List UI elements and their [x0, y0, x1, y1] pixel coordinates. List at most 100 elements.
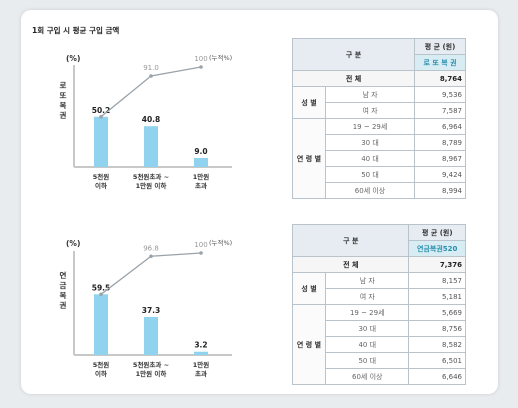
bar: [94, 294, 108, 355]
side-label-char: 또: [60, 91, 67, 100]
cumulative-point: [199, 251, 203, 255]
row-label-cell: 19 ~ 29세: [324, 304, 410, 321]
row-label-cell: 60세 이상: [324, 368, 410, 385]
cumulative-point: [199, 65, 203, 69]
y-axis-label: (%): [66, 239, 80, 248]
category-label: 1만원: [193, 360, 210, 369]
row-label-cell: 19 ~ 29세: [324, 118, 416, 135]
table-row: 연 령 별 19 ~ 29세 6,964: [292, 118, 466, 199]
row-label-cell: 30 대: [324, 320, 410, 337]
cumulative-value-label: 100: [194, 241, 207, 249]
category-label: 1만원 이하: [136, 181, 167, 190]
bar: [194, 158, 208, 167]
total-label-cell: 전 체: [291, 70, 416, 87]
cumulative-value-label: 96.8: [143, 244, 159, 252]
bar-value-label: 9.0: [194, 147, 207, 156]
row-value-cell: 8,994: [414, 182, 466, 199]
side-label-char: 연: [60, 270, 67, 280]
row-value-cell: 8,157: [408, 272, 466, 289]
product-name-cell: 로 또 복 권: [414, 54, 466, 71]
side-label-char: 권: [60, 300, 67, 310]
row-value-cell: 6,501: [408, 352, 466, 369]
side-label-char: 복: [60, 290, 67, 300]
table-row: 60세 이상 6,646: [293, 368, 466, 385]
row-value-cell: 6,964: [414, 118, 466, 135]
bar-value-label: 40.8: [142, 115, 161, 124]
age-group-cell: 연 령 별: [292, 304, 326, 385]
category-label: 이하: [95, 181, 107, 190]
row-value-cell: 8,789: [414, 134, 466, 151]
table-row: 50 대 6,501: [293, 352, 466, 369]
cumulative-point: [149, 74, 153, 78]
cumulative-line: [100, 252, 202, 295]
side-label-char: 금: [60, 281, 67, 290]
category-label: 5천원초과 ~: [133, 360, 169, 369]
row-label-cell: 남 자: [324, 86, 416, 103]
table-row: 60세 이상 8,994: [293, 182, 466, 199]
row-value-cell: 8,967: [414, 150, 466, 167]
cumulative-point: [99, 292, 103, 297]
row-label-cell: 40 대: [324, 150, 416, 167]
row-value-cell: 9,424: [414, 166, 466, 183]
row-value-cell: 8,756: [408, 320, 466, 337]
cumulative-value-label: 100: [194, 55, 207, 63]
cumulative-value-label: 91.0: [143, 64, 159, 72]
table-row: 연 령 별 19 ~ 29세 5,669: [292, 304, 466, 385]
side-label-char: 권: [60, 110, 67, 120]
row-value-cell: 7,587: [414, 102, 466, 119]
category-label: 초과: [195, 181, 207, 190]
header-group-cell: 구 분: [291, 224, 410, 257]
row-label-cell: 여 자: [324, 288, 410, 305]
row-label-cell: 여 자: [324, 102, 416, 119]
cumulative-legend: (누적%): [209, 239, 232, 247]
bar: [144, 316, 158, 355]
row-label-cell: 40 대: [324, 336, 410, 353]
category-label: 이하: [95, 369, 107, 378]
category-label: 5천원초과 ~: [133, 172, 169, 181]
row-label-cell: 60세 이상: [324, 182, 416, 199]
total-value-cell: 8,764: [414, 70, 466, 87]
cumulative-legend: (누적%): [209, 54, 232, 62]
category-label: 1만원 이하: [136, 369, 167, 378]
row-value-cell: 6,646: [408, 368, 466, 385]
row-value-cell: 5,669: [408, 304, 466, 321]
total-label-cell: 전 체: [291, 256, 410, 273]
side-label-char: 로: [60, 81, 67, 90]
table-product-row: 연금복권520: [293, 240, 466, 257]
row-label-cell: 50 대: [324, 352, 410, 369]
category-label: 5천원: [93, 360, 110, 369]
row-value-cell: 9,536: [414, 86, 466, 103]
table-row: 여 자 5,181: [293, 288, 466, 305]
bar: [194, 351, 208, 355]
header-group-cell: 구 분: [291, 38, 416, 71]
bar: [94, 116, 108, 167]
row-label-cell: 30 대: [324, 134, 416, 151]
table-row: 여 자 7,587: [293, 102, 466, 119]
y-axis-label: (%): [66, 54, 80, 63]
gender-group-cell: 성 별: [292, 86, 326, 119]
row-value-cell: 5,181: [408, 288, 466, 305]
table-product-row: 로 또 복 권: [293, 54, 466, 71]
header-value-cell: 평 균 (원): [414, 38, 466, 55]
bar: [144, 126, 158, 167]
gender-group-cell: 성 별: [292, 272, 326, 305]
category-label: 5천원: [93, 172, 110, 181]
table-total-row: 전 체 8,764: [291, 70, 466, 87]
bar-value-label: 59.5: [92, 283, 111, 292]
age-group-cell: 연 령 별: [292, 118, 326, 199]
row-value-cell: 8,582: [408, 336, 466, 353]
category-label: 초과: [195, 369, 207, 378]
bar-value-label: 50.2: [92, 106, 111, 115]
bar-value-label: 3.2: [194, 341, 207, 350]
side-label-char: 복: [60, 100, 67, 110]
product-name-cell: 연금복권520: [408, 240, 466, 257]
header-value-cell: 평 균 (원): [408, 224, 466, 241]
